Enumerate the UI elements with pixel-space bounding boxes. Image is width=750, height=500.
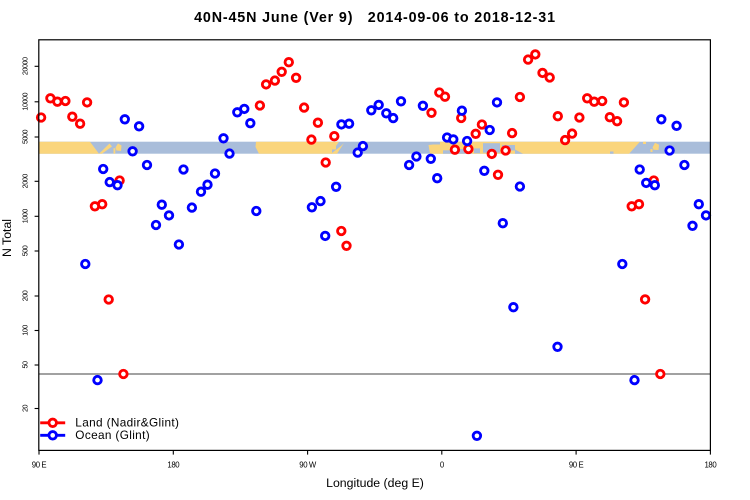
svg-text:90 E: 90 E [569, 461, 584, 470]
svg-text:Land (Nadir&Glint): Land (Nadir&Glint) [75, 416, 179, 430]
svg-text:180: 180 [167, 461, 180, 470]
svg-text:Ocean (Glint): Ocean (Glint) [75, 428, 150, 442]
svg-text:500: 500 [21, 245, 30, 256]
svg-text:90 E: 90 E [32, 461, 47, 470]
svg-text:90 W: 90 W [299, 461, 317, 470]
svg-text:180: 180 [704, 461, 717, 470]
svg-text:200: 200 [21, 290, 30, 301]
svg-text:40N-45N June (Ver 9) 2014-09: 40N-45N June (Ver 9) 2014-09-06 to 2018-… [194, 10, 556, 26]
svg-text:Longitude (deg E): Longitude (deg E) [326, 476, 424, 490]
svg-text:50: 50 [21, 361, 30, 369]
svg-text:N Total: N Total [0, 219, 14, 257]
svg-text:20000: 20000 [21, 57, 30, 75]
svg-text:10000: 10000 [21, 93, 30, 111]
svg-text:100: 100 [21, 325, 30, 336]
svg-text:20: 20 [21, 405, 30, 413]
svg-text:5000: 5000 [21, 129, 30, 144]
svg-text:1000: 1000 [21, 209, 30, 224]
svg-text:0: 0 [440, 461, 445, 470]
svg-text:2000: 2000 [21, 174, 30, 189]
